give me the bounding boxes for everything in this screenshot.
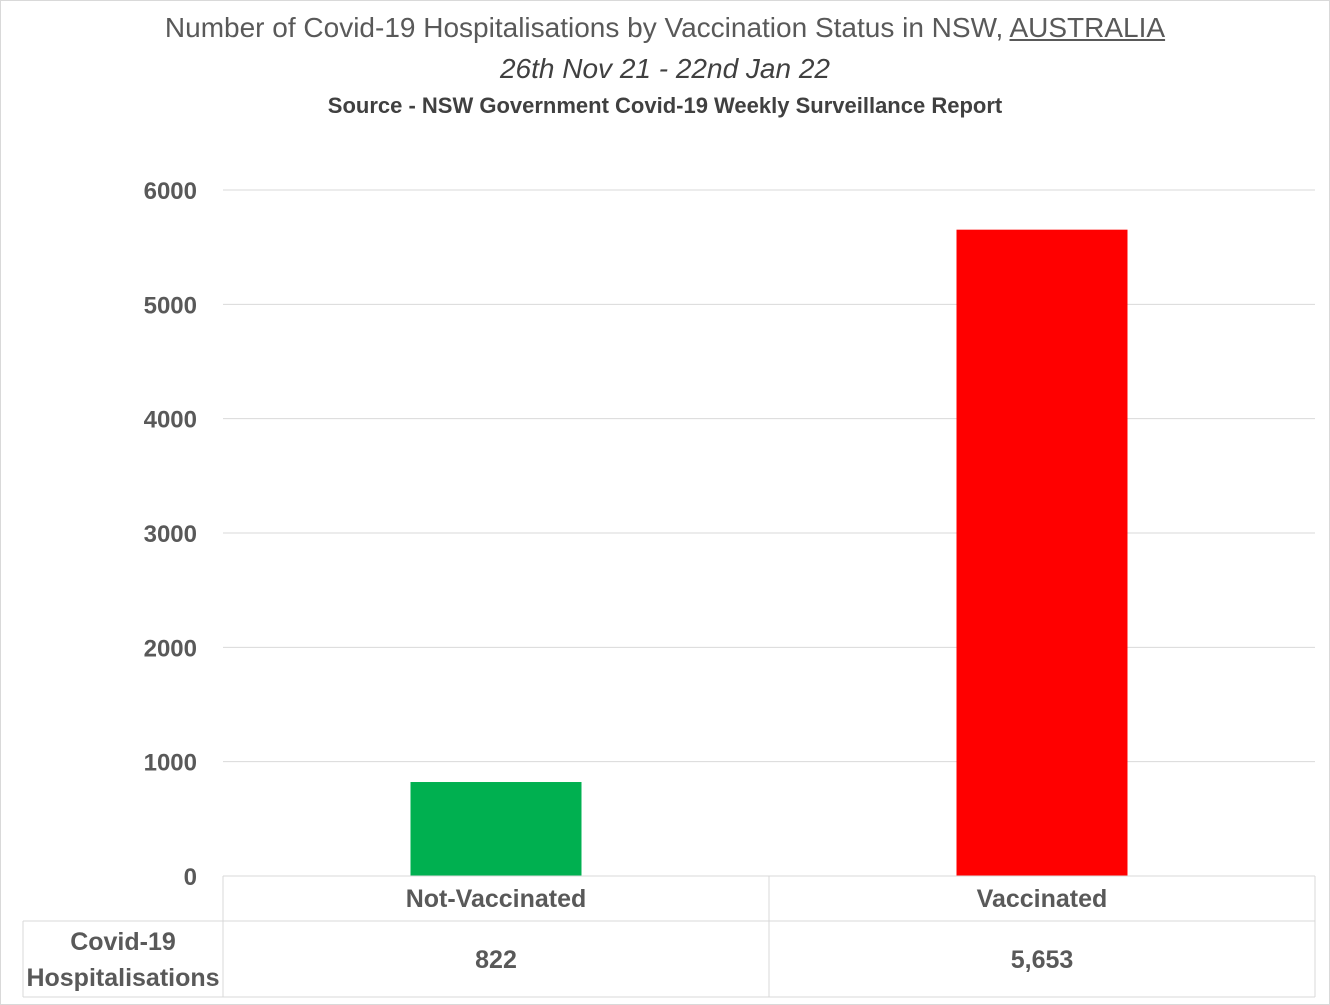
y-tick-label: 4000 [144,407,197,434]
chart-subtitle: 26th Nov 21 - 22nd Jan 22 [499,53,830,84]
data-table: Not-Vaccinated 822 Vaccinated 5,653 Covid-19… [22,875,1316,998]
y-tick-label: 1000 [144,750,197,777]
bars [410,229,1128,877]
data-table-row-header: Hospitalisations [26,964,219,992]
bar [410,782,582,876]
data-table-row-header: Covid-19 [70,928,176,956]
y-tick-label: 6000 [144,178,197,205]
y-axis-tick-labels: 0 1000 2000 3000 4000 5000 6000 [144,178,197,891]
y-tick-label: 3000 [144,521,197,548]
chart-source-note: Source - NSW Government Covid-19 Weekly … [327,93,1003,118]
y-tick-label: 0 [184,864,197,891]
y-tick-label: 5000 [144,292,197,319]
bar [956,229,1128,877]
x-category-label: Vaccinated [977,885,1108,913]
gridlines [223,189,1315,763]
chart-title: Number of Covid-19 Hospitalisations by V… [0,12,1330,44]
x-category-label: Not-Vaccinated [406,885,587,913]
data-table-value: 822 [475,946,517,974]
chart-title-emphasis: AUSTRALIA [1009,12,1166,43]
data-table-value: 5,653 [1011,946,1074,974]
y-tick-label: 2000 [144,635,197,662]
chart-title-main: Number of Covid-19 Hospitalisations by V… [164,12,1010,43]
